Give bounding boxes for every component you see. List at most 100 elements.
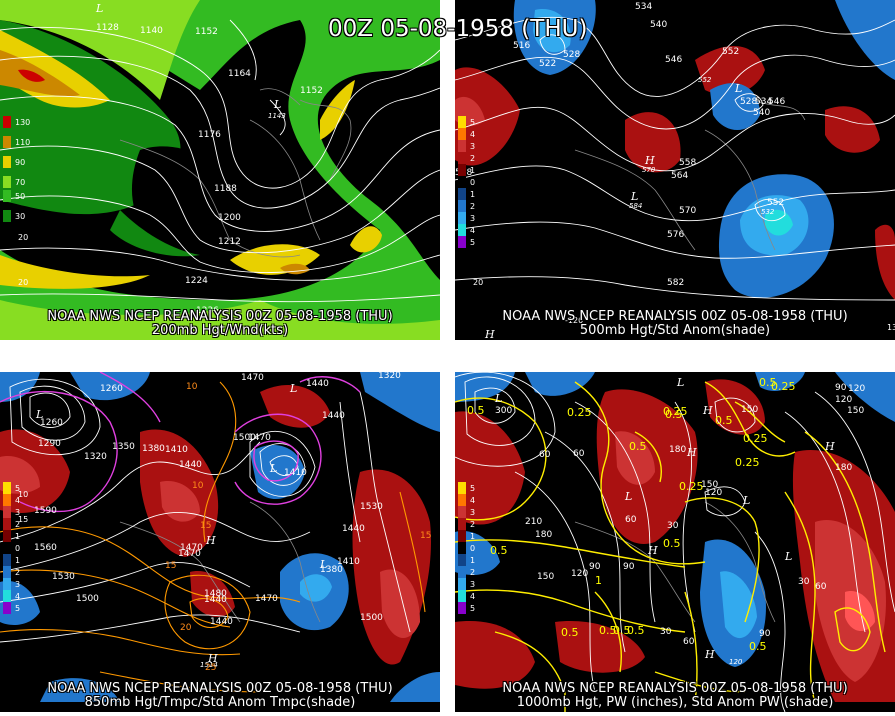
legend-label: 5: [15, 603, 21, 613]
contour-label: 60: [683, 637, 695, 647]
contour-label: 540: [753, 108, 770, 118]
low-marker-L: L: [494, 392, 502, 405]
legend-label: 3: [470, 507, 476, 517]
temp-label: 15: [165, 561, 176, 571]
contour-label: 300: [495, 406, 512, 416]
contour-label: 1500: [76, 594, 99, 604]
pw-label: 0.5: [663, 537, 681, 550]
contour-label: 546: [768, 97, 785, 107]
pw-label: 0.5: [715, 414, 733, 427]
contour-label: 1143: [268, 112, 286, 120]
contour-label: 60: [539, 450, 551, 460]
contour-label: 120: [835, 395, 852, 405]
panel-500mb-map: 534 540 516 528 522 546 552 552 528 534 …: [455, 0, 895, 340]
contour-label: 582: [667, 278, 684, 288]
contour-label: 120: [848, 384, 865, 394]
contour-labels: 1128 1140 1152 1164 1176 1188 1200 1212 …: [18, 2, 323, 316]
pw-label: 0.25: [735, 456, 760, 469]
contour-label: 1440: [342, 524, 365, 534]
contour-label: 60: [625, 515, 637, 525]
contour-label: 1440: [322, 411, 345, 421]
contour-label: 60: [815, 582, 827, 592]
contour-label: 1500: [360, 613, 383, 623]
contour-label: 1260: [40, 418, 63, 428]
high-marker-H: H: [644, 154, 655, 167]
map-1000mb-svg: 300 60 180 120 150 210 180 150 120 90 60…: [455, 372, 895, 712]
low-marker-L: L: [319, 558, 327, 571]
contour-label: 120: [571, 569, 588, 579]
contour-label: 1188: [214, 184, 237, 194]
pw-label: 0.25: [679, 480, 704, 493]
contour-label: 1152: [300, 86, 323, 96]
contour-label: 558: [679, 158, 696, 168]
legend-label: 4: [470, 495, 476, 505]
contour-label: 150: [537, 572, 554, 582]
contour-label: 150: [847, 406, 864, 416]
contour-label: 90: [589, 562, 601, 572]
legend-label: 3: [470, 579, 476, 589]
legend-label: 4: [470, 591, 476, 601]
low-marker-L: L: [630, 190, 638, 203]
low-marker-L: L: [95, 2, 103, 15]
contour-label: 552: [698, 76, 712, 84]
pw-label: 0.25: [771, 380, 796, 393]
pw-label: 0.25: [663, 405, 688, 418]
legend-label: 3: [470, 141, 476, 151]
legend-label: 2: [470, 519, 476, 529]
temp-label: 25: [205, 663, 216, 673]
wind-legend: 130 110 90 70 50 30: [3, 116, 30, 222]
contour-label: 1470: [180, 543, 203, 553]
low-marker-L: L: [289, 382, 297, 395]
pw-label: 0.5: [613, 624, 631, 637]
contour-label: 120: [729, 658, 743, 666]
contour-label: 1224: [185, 276, 208, 286]
contour-label: 60: [573, 449, 585, 459]
contour-label: 552: [767, 198, 784, 208]
contour-label: 1514: [200, 661, 218, 669]
contour-label: 180: [535, 530, 552, 540]
contour-label: 564: [671, 171, 688, 181]
legend-label: 1: [470, 189, 476, 199]
contour-label: 120: [705, 488, 722, 498]
high-marker-H: H: [702, 404, 713, 417]
legend-label: 4: [15, 495, 21, 505]
legend-label: 30: [15, 211, 26, 221]
contour-label: 584: [629, 202, 642, 210]
contour-label: 1470: [178, 549, 201, 559]
pw-label: 0.25: [743, 432, 768, 445]
contour-label: 30: [798, 577, 810, 587]
low-marker-L: L: [734, 82, 742, 95]
contour-label: 1590: [34, 506, 57, 516]
high-marker-H: H: [647, 544, 658, 557]
legend-label: 50: [15, 191, 26, 201]
legend-label: 1: [470, 165, 476, 175]
temp-label: 10: [186, 382, 198, 392]
pw-label: 0.5: [561, 626, 579, 639]
contour-label: 1320: [84, 452, 107, 462]
contour-label: 90: [623, 562, 635, 572]
contour-label: 1530: [360, 502, 383, 512]
legend-label: 0: [470, 543, 476, 553]
high-marker-H: H: [704, 648, 715, 661]
legend-label: 130: [15, 117, 31, 127]
temp-label: 10: [192, 481, 204, 491]
panel-caption-line2: 850mb Hgt/Tmpc/Std Anom Tmpc(shade): [84, 695, 356, 710]
contour-label: 534: [755, 97, 772, 107]
legend-label: 3: [15, 579, 21, 589]
low-marker-L: L: [35, 408, 43, 421]
low-marker-L: L: [676, 376, 684, 389]
high-marker-H: H: [205, 534, 216, 547]
contour-label: 1212: [218, 237, 241, 247]
contour-label: 210: [525, 517, 542, 527]
legend-label: 70: [15, 177, 26, 187]
contour-label: 576: [667, 230, 684, 240]
contour-label: 1560: [34, 543, 57, 553]
legend-label: 4: [15, 591, 21, 601]
contour-labels: 534 540 516 528 522 546 552 552 528 534 …: [455, 2, 895, 340]
low-marker-L: L: [784, 550, 792, 563]
temp-label: 15: [420, 531, 431, 541]
contour-label: 180: [669, 445, 686, 455]
contour-label: 1350: [112, 442, 135, 452]
edge-label: 20: [473, 278, 483, 287]
temp-label: 15: [200, 521, 211, 531]
